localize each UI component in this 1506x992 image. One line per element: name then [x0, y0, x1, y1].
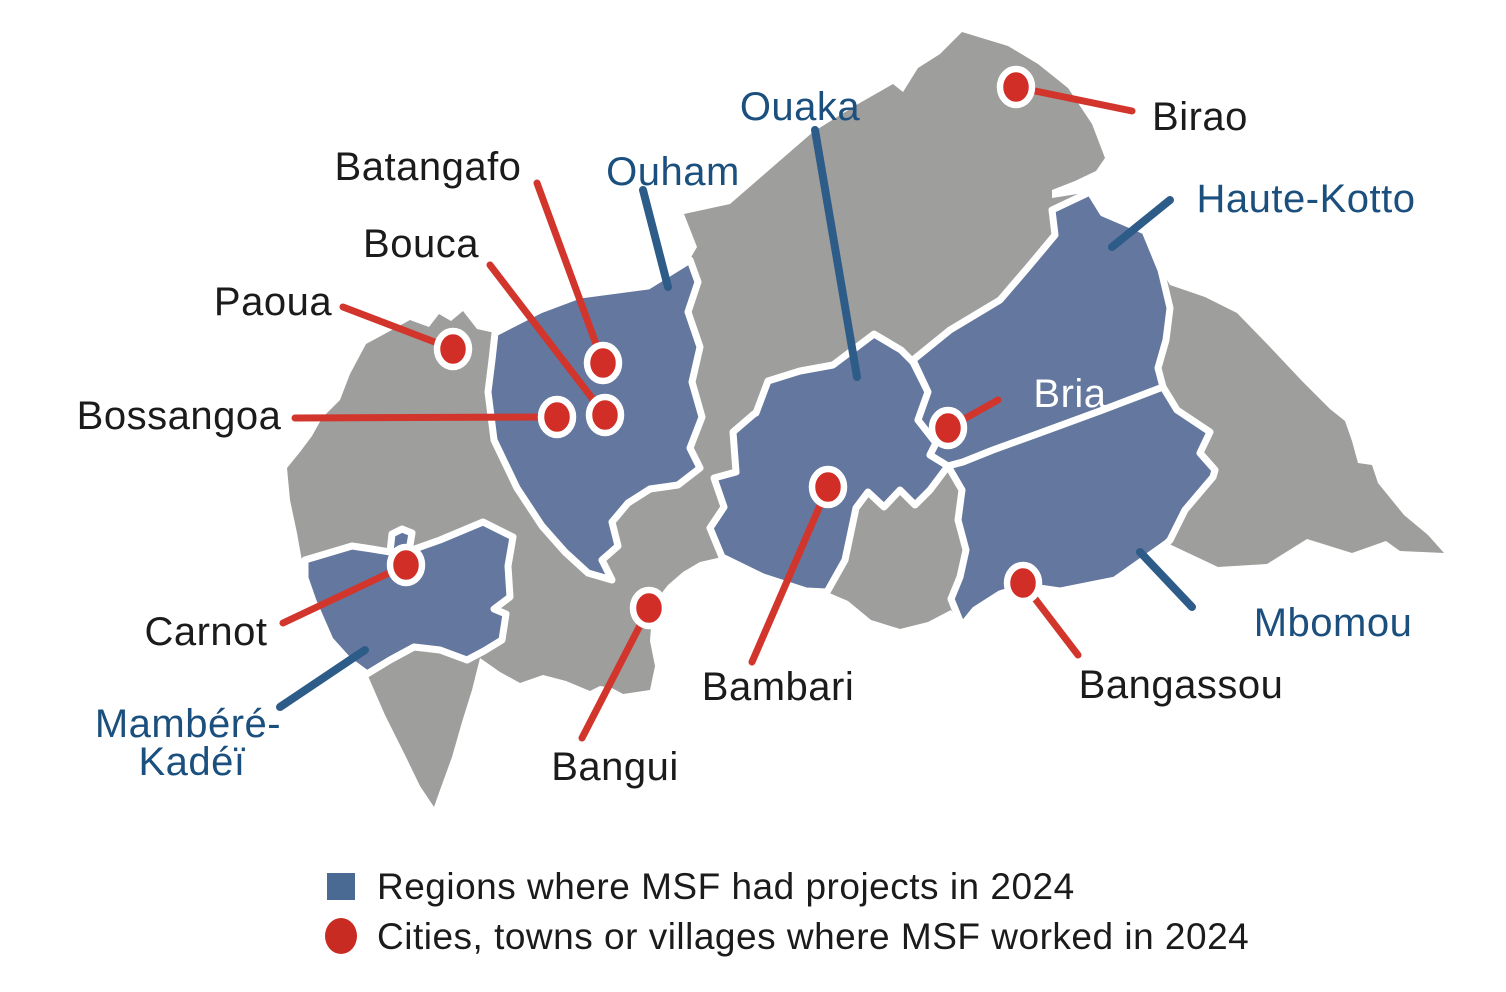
leader-line-bouca	[486, 261, 609, 419]
region-label-mambere-line1: Mambéré-	[95, 702, 281, 746]
city-label-batangafo: Batangafo	[335, 145, 522, 189]
leader-line-birao	[1012, 83, 1136, 115]
city-dot-bangui	[629, 586, 669, 630]
legend-regions-label: Regions where MSF had projects in 2024	[377, 866, 1075, 907]
city-dot-batangafo	[583, 341, 623, 385]
region-shape-mambere-kadei	[301, 518, 517, 678]
leader-line-carnot	[279, 561, 410, 627]
region-label-mambere-line2: Kadéï	[138, 740, 245, 784]
region-leader-lines	[276, 126, 1196, 711]
city-dot-birao	[996, 65, 1036, 109]
regions-group	[301, 188, 1219, 678]
region-label-ouham: Ouham	[606, 150, 740, 194]
city-dots	[386, 65, 1043, 630]
city-dot-bria	[928, 406, 968, 450]
leader-line-mbomou	[1136, 548, 1196, 611]
city-leader-lines	[279, 83, 1136, 742]
legend-region-swatch	[327, 873, 355, 900]
city-label-birao: Birao	[1152, 95, 1248, 139]
leader-line-ouham	[639, 186, 672, 291]
leader-line-batangafo	[533, 179, 607, 367]
leader-line-bangui	[578, 604, 653, 742]
city-label-bria: Bria	[1033, 372, 1106, 416]
leader-line-mambere-kadei	[276, 646, 369, 711]
leader-line-haute-kotto	[1108, 196, 1174, 251]
leader-line-bossangoa	[291, 413, 561, 422]
city-label-bambari: Bambari	[702, 665, 854, 709]
region-shape-ouaka	[706, 330, 952, 596]
leader-line-ouaka	[811, 126, 861, 381]
legend-cities-label: Cities, towns or villages where MSF work…	[377, 916, 1249, 957]
region-shape-haute-kotto	[909, 188, 1174, 470]
city-dot-bouca	[585, 393, 625, 437]
leader-line-paoua	[339, 303, 457, 353]
city-dot-carnot	[386, 543, 426, 587]
region-label-mbomou: Mbomou	[1254, 601, 1413, 645]
city-dot-bambari	[808, 465, 848, 509]
city-label-paoua: Paoua	[214, 280, 332, 324]
legend-city-dot	[325, 918, 357, 954]
city-label-carnot: Carnot	[144, 610, 267, 654]
city-dot-paoua	[433, 327, 473, 371]
city-label-bossangoa: Bossangoa	[77, 394, 282, 438]
leader-line-bambari	[748, 483, 832, 666]
city-dot-bangassou	[1003, 561, 1043, 605]
city-dot-bossangoa	[537, 395, 577, 439]
city-labels: Birao Paoua Batangafo Bouca Bossangoa Ba…	[77, 95, 1284, 789]
legend: Regions where MSF had projects in 2024 C…	[325, 866, 1249, 957]
region-label-haute-kotto: Haute-Kotto	[1197, 177, 1416, 221]
city-label-bangui: Bangui	[551, 745, 679, 789]
region-labels: Ouham Ouaka Haute-Kotto Mbomou Mambéré- …	[95, 85, 1416, 784]
region-label-ouaka: Ouaka	[740, 85, 861, 129]
city-label-bouca: Bouca	[363, 222, 479, 266]
city-label-bangassou: Bangassou	[1079, 663, 1284, 707]
